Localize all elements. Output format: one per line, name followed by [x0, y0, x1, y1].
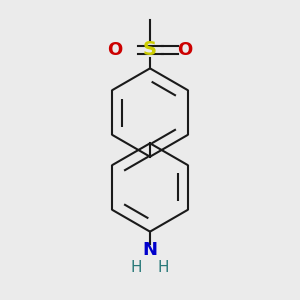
Text: S: S [143, 40, 157, 59]
Text: H: H [131, 260, 142, 275]
Text: O: O [108, 40, 123, 58]
Text: H: H [158, 260, 169, 275]
Text: N: N [142, 242, 158, 260]
Text: O: O [177, 40, 192, 58]
